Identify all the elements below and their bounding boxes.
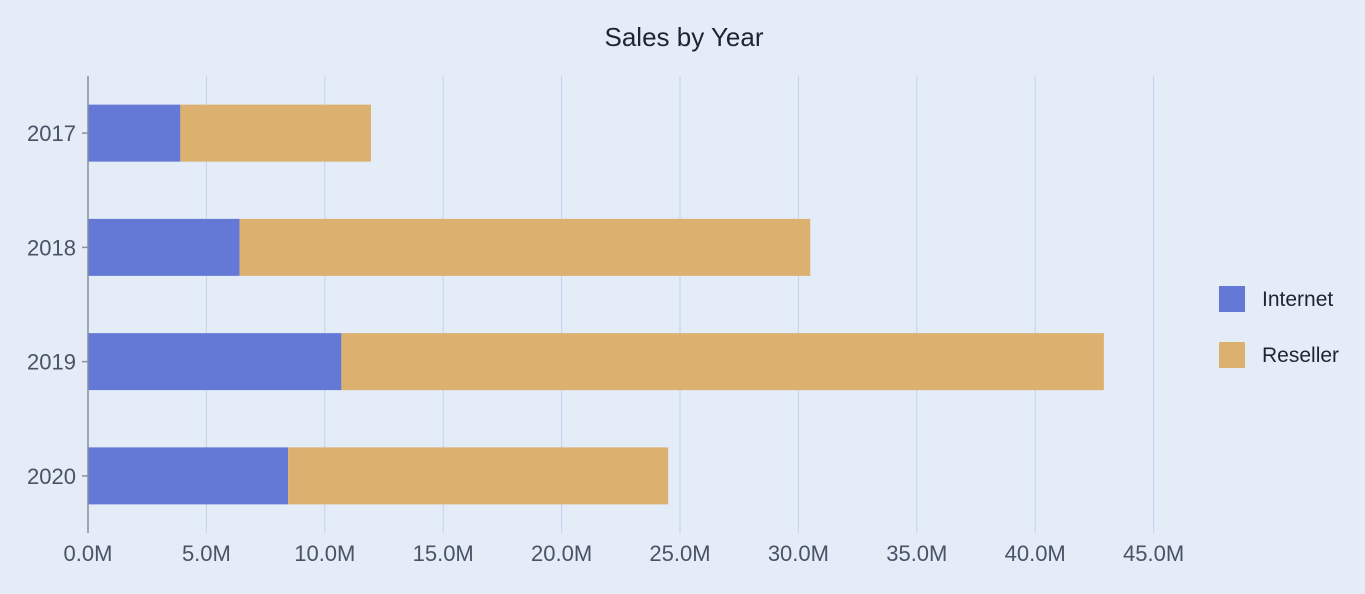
x-tick-label: 25.0M — [649, 541, 710, 566]
legend-swatch-internet[interactable] — [1219, 286, 1245, 312]
x-tick-label: 20.0M — [531, 541, 592, 566]
chart-title: Sales by Year — [604, 22, 763, 52]
bar-internet-2019[interactable] — [88, 333, 342, 391]
x-tick-label: 30.0M — [768, 541, 829, 566]
axes: 0.0M 5.0M 10.0M 15.0M 20.0M 25.0M 30.0M 35.0M 40… — [27, 76, 1184, 566]
bar-reseller-2019[interactable] — [341, 333, 1104, 391]
y-category-label: 2020 — [27, 464, 76, 489]
x-tick-label: 40.0M — [1005, 541, 1066, 566]
y-category-label: 2019 — [27, 350, 76, 375]
bar-reseller-2017[interactable] — [180, 104, 371, 162]
x-tick-label: 10.0M — [294, 541, 355, 566]
bar-reseller-2018[interactable] — [239, 218, 811, 276]
x-tick-label: 5.0M — [182, 541, 231, 566]
x-tick-label: 15.0M — [413, 541, 474, 566]
bar-reseller-2020[interactable] — [288, 447, 669, 505]
x-tick-label: 35.0M — [886, 541, 947, 566]
y-category-label: 2018 — [27, 235, 76, 260]
legend-label-reseller[interactable]: Reseller — [1262, 344, 1339, 367]
x-tick-label: 0.0M — [64, 541, 113, 566]
y-category-label: 2017 — [27, 121, 76, 146]
bar-internet-2018[interactable] — [88, 218, 240, 276]
legend-label-internet[interactable]: Internet — [1262, 288, 1333, 311]
x-tick-label: 45.0M — [1123, 541, 1184, 566]
bars — [88, 104, 1104, 505]
legend-swatch-reseller[interactable] — [1219, 342, 1245, 368]
legend: Internet Reseller — [1219, 286, 1339, 368]
bar-internet-2020[interactable] — [88, 447, 289, 505]
bar-internet-2017[interactable] — [88, 104, 181, 162]
